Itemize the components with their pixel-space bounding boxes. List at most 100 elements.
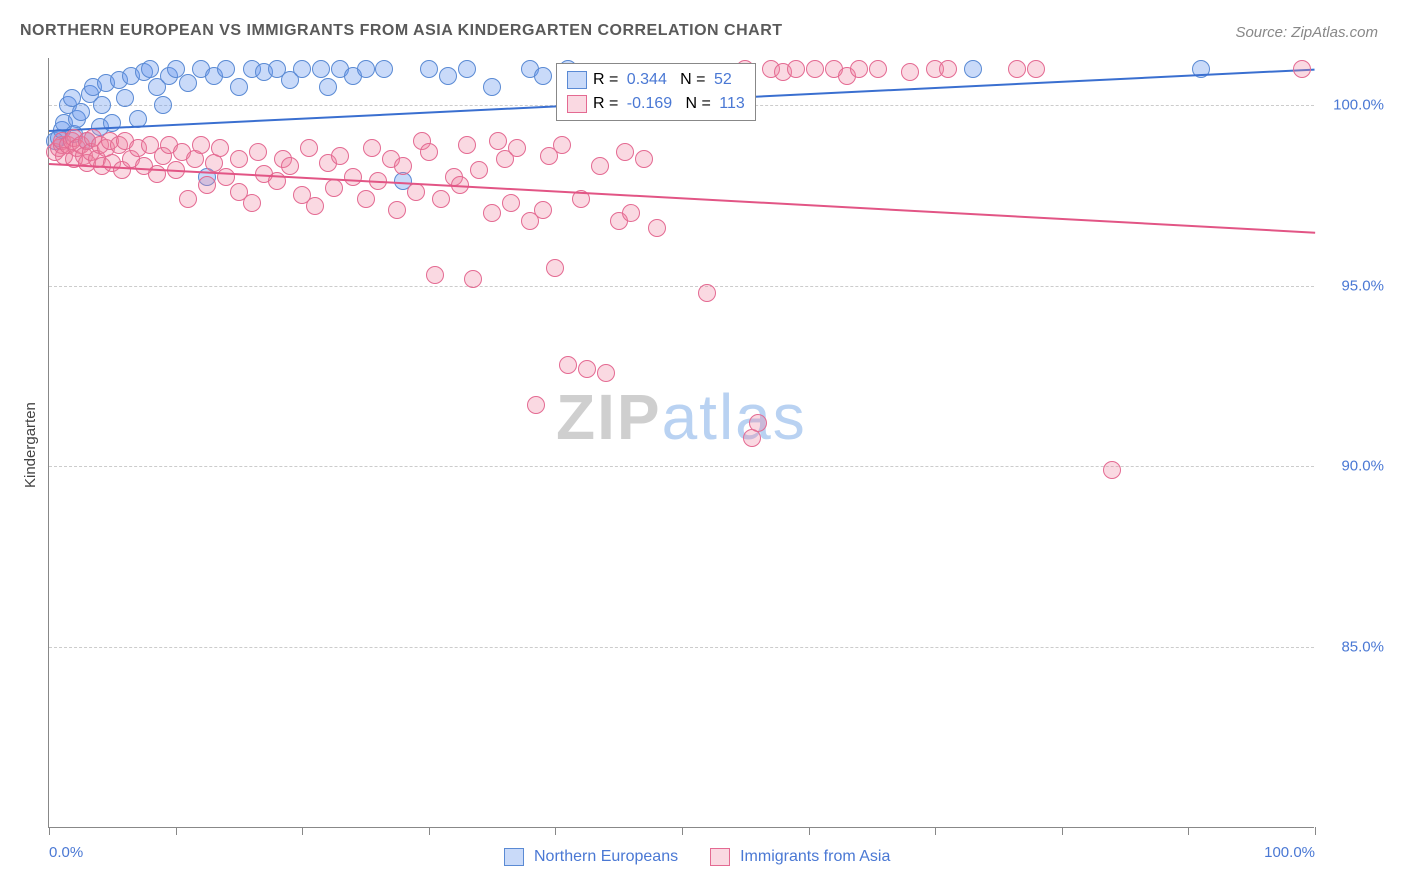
scatter-point bbox=[1027, 60, 1045, 78]
scatter-point bbox=[312, 60, 330, 78]
legend-swatch bbox=[567, 95, 587, 113]
scatter-point bbox=[93, 96, 111, 114]
scatter-point bbox=[103, 114, 121, 132]
scatter-point bbox=[344, 168, 362, 186]
watermark: ZIPatlas bbox=[556, 380, 807, 454]
scatter-point bbox=[426, 266, 444, 284]
watermark-zip: ZIP bbox=[556, 381, 662, 453]
scatter-point bbox=[534, 201, 552, 219]
legend-stat-text: R = 0.344 N = 52 bbox=[593, 71, 732, 89]
x-tick bbox=[176, 827, 177, 835]
legend-statistics: R = 0.344 N = 52 R = -0.169 N = 113 bbox=[556, 63, 756, 121]
scatter-point bbox=[198, 176, 216, 194]
scatter-point bbox=[375, 60, 393, 78]
scatter-point bbox=[489, 132, 507, 150]
gridline bbox=[49, 286, 1314, 287]
scatter-point bbox=[470, 161, 488, 179]
scatter-point bbox=[243, 194, 261, 212]
scatter-point bbox=[420, 143, 438, 161]
scatter-point bbox=[964, 60, 982, 78]
x-tick bbox=[429, 827, 430, 835]
x-tick bbox=[555, 827, 556, 835]
scatter-point bbox=[306, 197, 324, 215]
scatter-point bbox=[363, 139, 381, 157]
x-tick bbox=[1188, 827, 1189, 835]
x-tick bbox=[1315, 827, 1316, 835]
scatter-point bbox=[1103, 461, 1121, 479]
scatter-point bbox=[806, 60, 824, 78]
scatter-point bbox=[388, 201, 406, 219]
scatter-point bbox=[534, 67, 552, 85]
scatter-point bbox=[850, 60, 868, 78]
scatter-point bbox=[72, 103, 90, 121]
legend-stat-text: R = -0.169 N = 113 bbox=[593, 95, 745, 113]
x-tick bbox=[302, 827, 303, 835]
scatter-point bbox=[141, 60, 159, 78]
scatter-point bbox=[787, 60, 805, 78]
scatter-point bbox=[901, 63, 919, 81]
gridline bbox=[49, 466, 1314, 467]
scatter-point bbox=[616, 143, 634, 161]
scatter-point bbox=[698, 284, 716, 302]
legend-swatch bbox=[504, 848, 524, 866]
scatter-point bbox=[357, 190, 375, 208]
scatter-point bbox=[420, 60, 438, 78]
scatter-point bbox=[319, 78, 337, 96]
scatter-point bbox=[578, 360, 596, 378]
scatter-point bbox=[939, 60, 957, 78]
scatter-point bbox=[527, 396, 545, 414]
y-tick-label: 100.0% bbox=[1333, 96, 1384, 113]
scatter-point bbox=[249, 143, 267, 161]
x-tick bbox=[935, 827, 936, 835]
legend-swatch bbox=[710, 848, 730, 866]
scatter-point bbox=[116, 89, 134, 107]
scatter-point bbox=[439, 67, 457, 85]
scatter-point bbox=[394, 157, 412, 175]
watermark-atlas: atlas bbox=[662, 381, 807, 453]
scatter-point bbox=[154, 96, 172, 114]
scatter-point bbox=[622, 204, 640, 222]
scatter-point bbox=[1008, 60, 1026, 78]
scatter-point bbox=[192, 136, 210, 154]
scatter-point bbox=[483, 204, 501, 222]
scatter-point bbox=[357, 60, 375, 78]
legend-label: Northern Europeans bbox=[534, 848, 678, 866]
scatter-point bbox=[179, 74, 197, 92]
gridline bbox=[49, 647, 1314, 648]
x-tick bbox=[682, 827, 683, 835]
scatter-point bbox=[293, 60, 311, 78]
y-tick-label: 95.0% bbox=[1341, 277, 1384, 294]
scatter-point bbox=[458, 60, 476, 78]
legend-label: Immigrants from Asia bbox=[740, 848, 890, 866]
scatter-point bbox=[1293, 60, 1311, 78]
x-tick bbox=[809, 827, 810, 835]
chart-title: NORTHERN EUROPEAN VS IMMIGRANTS FROM ASI… bbox=[20, 22, 783, 40]
plot-area: ZIPatlas 85.0%90.0%95.0%100.0%0.0%100.0% bbox=[48, 58, 1314, 828]
scatter-point bbox=[749, 414, 767, 432]
scatter-point bbox=[458, 136, 476, 154]
scatter-point bbox=[553, 136, 571, 154]
x-tick bbox=[49, 827, 50, 835]
scatter-point bbox=[546, 259, 564, 277]
source-label: Source: ZipAtlas.com bbox=[1235, 24, 1378, 41]
legend-stat-row: R = -0.169 N = 113 bbox=[567, 92, 745, 116]
scatter-point bbox=[648, 219, 666, 237]
scatter-point bbox=[148, 165, 166, 183]
scatter-point bbox=[597, 364, 615, 382]
scatter-point bbox=[635, 150, 653, 168]
x-tick-label: 100.0% bbox=[1264, 844, 1315, 861]
scatter-point bbox=[179, 190, 197, 208]
legend-series: Northern Europeans Immigrants from Asia bbox=[504, 848, 912, 866]
scatter-point bbox=[483, 78, 501, 96]
scatter-point bbox=[217, 60, 235, 78]
scatter-point bbox=[502, 194, 520, 212]
scatter-point bbox=[325, 179, 343, 197]
scatter-point bbox=[464, 270, 482, 288]
x-tick-label: 0.0% bbox=[49, 844, 83, 861]
scatter-point bbox=[281, 157, 299, 175]
scatter-point bbox=[300, 139, 318, 157]
x-tick bbox=[1062, 827, 1063, 835]
scatter-point bbox=[331, 147, 349, 165]
scatter-point bbox=[230, 150, 248, 168]
y-tick-label: 90.0% bbox=[1341, 458, 1384, 475]
